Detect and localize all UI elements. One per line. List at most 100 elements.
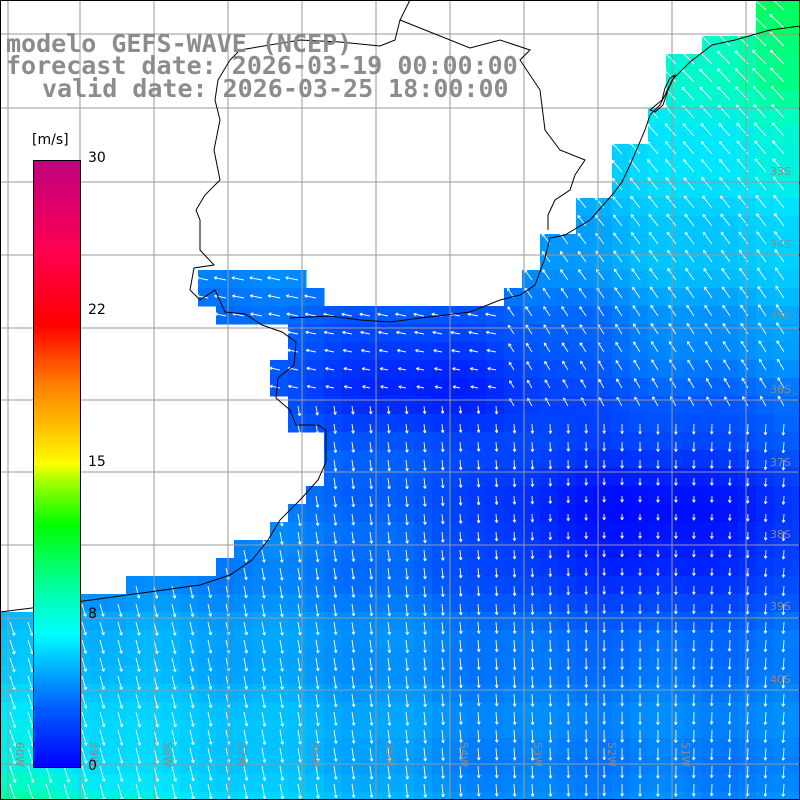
wind-arrow [758,358,767,371]
wind-cell [540,792,559,800]
wind-arrow [423,603,427,617]
wind-cell [450,792,469,800]
wind-arrow [738,249,749,263]
wind-arrow [485,330,497,335]
wind-arrow [638,765,642,779]
wind-arrow [81,765,88,782]
wind-cell [378,396,397,415]
wind-arrow [727,477,732,486]
wind-arrow [638,639,642,652]
wind-cell [756,576,775,595]
wind-arrow [656,531,660,539]
wind-cell [414,378,433,397]
wind-cell [666,414,685,433]
wind-arrow [351,513,356,526]
wind-cell [306,396,325,415]
wind-cell [360,774,379,793]
wind-cell [486,360,505,379]
wind-cell [414,324,433,343]
wind-arrow [709,729,714,743]
wind-arrow [699,68,713,83]
wind-cell [234,558,253,577]
wind-cell [594,576,613,595]
wind-cell [792,648,800,667]
wind-arrow [267,294,281,299]
wind-cell [378,612,397,631]
wind-cell [450,756,469,775]
wind-arrow [673,783,678,797]
wind-cell [396,702,415,721]
wind-cell [612,450,631,469]
wind-arrow [530,711,535,726]
wind-arrow [487,366,497,371]
wind-cell [108,792,127,800]
wind-cell [306,306,325,325]
wind-arrow [333,567,338,580]
wind-cell [630,612,649,631]
wind-arrow [613,250,623,263]
wind-arrow [476,477,481,488]
wind-arrow [772,176,785,191]
wind-cell [288,702,307,721]
wind-arrow [512,783,517,797]
wind-arrow [584,765,589,779]
wind-cell [198,792,217,800]
wind-arrow [441,729,445,744]
wind-arrow [656,585,660,595]
wind-cell [774,684,793,703]
wind-cell [756,558,775,577]
wind-arrow [771,122,785,137]
wind-cell [792,234,800,253]
wind-cell [756,630,775,649]
wind-arrow [297,711,302,727]
wind-arrow [763,441,768,453]
wind-arrow [343,367,353,371]
wind-arrow [333,603,338,617]
wind-cell [288,288,307,307]
wind-cell [468,576,487,595]
wind-arrow [633,359,641,371]
wind-cell [198,648,217,667]
longitude-label: 53W [531,742,544,767]
wind-arrow [459,657,463,671]
wind-cell [594,486,613,505]
wind-arrow [279,711,284,727]
wind-cell [666,450,685,469]
wind-arrow [207,675,213,690]
wind-cell [396,522,415,541]
wind-cell [234,306,253,325]
wind-arrow [171,621,177,636]
wind-cell [432,486,451,505]
wind-arrow [405,495,409,508]
wind-cell [360,630,379,649]
wind-arrow [423,513,427,525]
wind-cell [180,594,199,613]
wind-arrow [530,729,535,743]
wind-arrow [387,567,391,580]
wind-arrow [494,441,499,452]
wind-cell [702,702,721,721]
wind-arrow [630,232,641,245]
wind-arrow [763,495,768,505]
wind-cell [630,432,649,451]
wind-cell [180,666,199,685]
wind-arrow [756,267,767,281]
wind-arrow [81,693,88,709]
wind-arrow [494,405,499,415]
wind-cell [684,756,703,775]
wind-cell [486,468,505,487]
wind-arrow [769,13,785,29]
wind-arrow [81,747,88,764]
wind-cell [792,612,800,631]
wind-cell [216,306,235,325]
wind-arrow [440,531,445,543]
wind-cell [468,342,487,361]
wind-cell [702,504,721,523]
wind-arrow [548,603,553,615]
wind-cell [792,558,800,577]
wind-cell [396,432,415,451]
wind-arrow [674,657,678,670]
wind-cell [0,684,19,703]
wind-arrow [207,657,213,672]
wind-cell [666,612,685,631]
